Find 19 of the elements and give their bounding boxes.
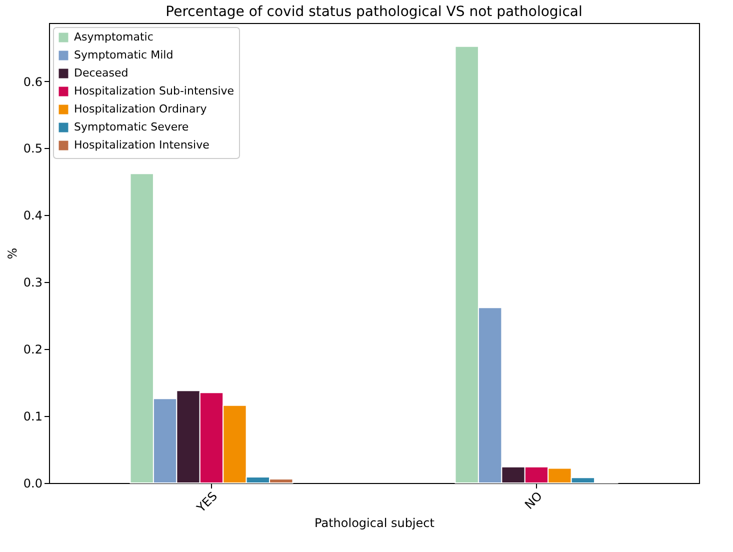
y-tick-label: 0.1 <box>23 410 42 424</box>
chart-title: Percentage of covid status pathological VS not pathological <box>166 4 582 20</box>
legend-label: Hospitalization Intensive <box>74 138 210 152</box>
y-tick-label: 0.2 <box>23 342 42 357</box>
legend-label: Deceased <box>74 66 128 80</box>
y-tick-label: 0.3 <box>23 276 42 290</box>
legend-label: Hospitalization Ordinary <box>74 102 208 116</box>
legend-label: Asymptomatic <box>74 30 154 44</box>
y-tick-label: 0.5 <box>23 142 42 156</box>
legend-label: Hospitalization Sub-intensive <box>74 84 234 98</box>
x-tick-label: YES <box>193 489 220 516</box>
y-axis-title: % <box>5 248 20 260</box>
legend-label: Symptomatic Severe <box>74 120 189 134</box>
y-tick-label: 0.0 <box>23 476 42 490</box>
x-axis-title: Pathological subject <box>314 516 435 530</box>
x-tick-label: NO <box>522 489 545 512</box>
y-tick-label: 0.4 <box>23 208 42 223</box>
legend-label: Symptomatic Mild <box>74 48 174 62</box>
y-tick-label: 0.6 <box>23 74 42 89</box>
